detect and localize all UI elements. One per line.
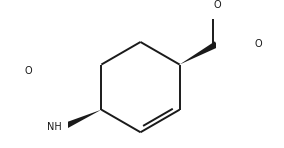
Text: O: O	[255, 39, 262, 49]
Polygon shape	[62, 110, 101, 130]
Text: O: O	[24, 66, 32, 76]
Text: NH: NH	[47, 122, 61, 132]
Polygon shape	[179, 41, 218, 65]
Text: O: O	[214, 0, 221, 10]
